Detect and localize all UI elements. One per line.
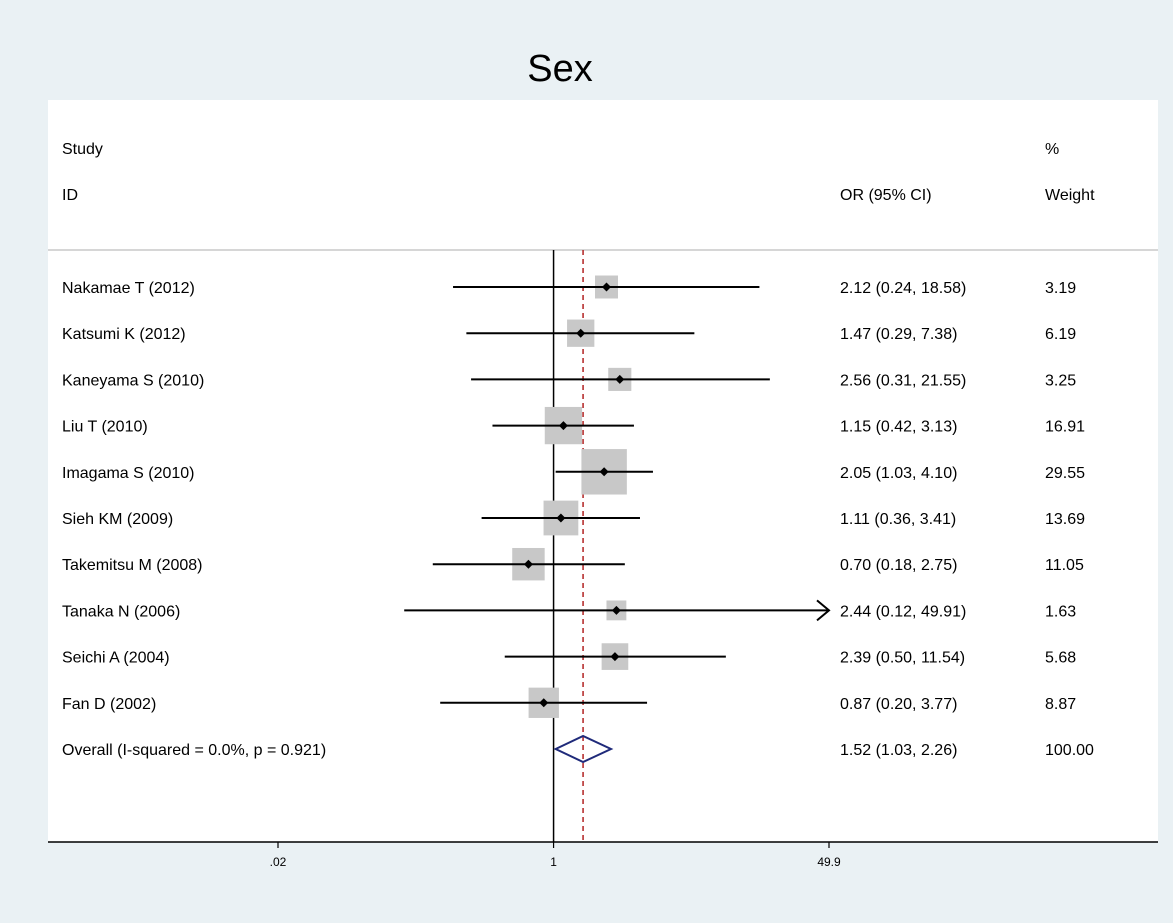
study-weight: 16.91 (1045, 419, 1085, 436)
study-weight: 3.19 (1045, 280, 1076, 297)
study-weight: 8.87 (1045, 696, 1076, 713)
point-estimate (602, 282, 612, 292)
study-ci: 0.70 (0.18, 2.75) (840, 557, 957, 574)
point-estimate (610, 652, 620, 662)
point-estimate (611, 605, 621, 615)
study-ci: 2.05 (1.03, 4.10) (840, 465, 957, 482)
study-ci: 0.87 (0.20, 3.77) (840, 696, 957, 713)
study-label: Kaneyama S (2010) (62, 372, 204, 389)
overall-weight: 100.00 (1045, 742, 1094, 759)
study-weight: 29.55 (1045, 465, 1085, 482)
study-ci: 1.15 (0.42, 3.13) (840, 419, 957, 436)
study-label: Sieh KM (2009) (62, 511, 173, 528)
study-label: Fan D (2002) (62, 696, 156, 713)
overall-diamond (553, 734, 614, 764)
study-weight: 11.05 (1045, 557, 1084, 574)
study-ci: 1.11 (0.36, 3.41) (840, 511, 956, 528)
x-tick-label: 1 (550, 855, 557, 869)
study-weight: 6.19 (1045, 326, 1076, 343)
header-study: Study (62, 141, 103, 158)
x-tick-label: 49.9 (817, 855, 841, 869)
study-weight: 3.25 (1045, 372, 1076, 389)
study-label: Takemitsu M (2008) (62, 557, 203, 574)
ci-arrow (816, 599, 831, 622)
study-ci: 2.12 (0.24, 18.58) (840, 280, 966, 297)
header-id: ID (62, 187, 78, 204)
study-label: Tanaka N (2006) (62, 603, 180, 620)
study-ci: 2.39 (0.50, 11.54) (840, 650, 965, 667)
point-estimate (615, 374, 625, 384)
point-estimate (556, 513, 566, 523)
study-label: Katsumi K (2012) (62, 326, 186, 343)
study-weight: 13.69 (1045, 511, 1085, 528)
point-estimate (576, 328, 586, 338)
header-effect: OR (95% CI) (840, 187, 932, 204)
study-ci: 2.44 (0.12, 49.91) (840, 603, 966, 620)
overall-ci: 1.52 (1.03, 2.26) (840, 742, 957, 759)
study-ci: 2.56 (0.31, 21.55) (840, 372, 966, 389)
study-label: Nakamae T (2012) (62, 280, 195, 297)
overall-label: Overall (I-squared = 0.0%, p = 0.921) (62, 742, 326, 759)
study-weight: 5.68 (1045, 650, 1076, 667)
study-label: Imagama S (2010) (62, 465, 195, 482)
header-weight: Weight (1045, 187, 1095, 204)
chart-title: Sex (527, 48, 593, 90)
study-label: Seichi A (2004) (62, 650, 170, 667)
study-ci: 1.47 (0.29, 7.38) (840, 326, 957, 343)
study-weight: 1.63 (1045, 603, 1076, 620)
study-label: Liu T (2010) (62, 419, 148, 436)
point-estimate (599, 467, 609, 477)
x-tick-label: .02 (270, 855, 287, 869)
point-estimate (523, 559, 533, 569)
point-estimate (558, 421, 568, 431)
point-estimate (539, 698, 549, 708)
header-weight-percent: % (1045, 141, 1059, 158)
